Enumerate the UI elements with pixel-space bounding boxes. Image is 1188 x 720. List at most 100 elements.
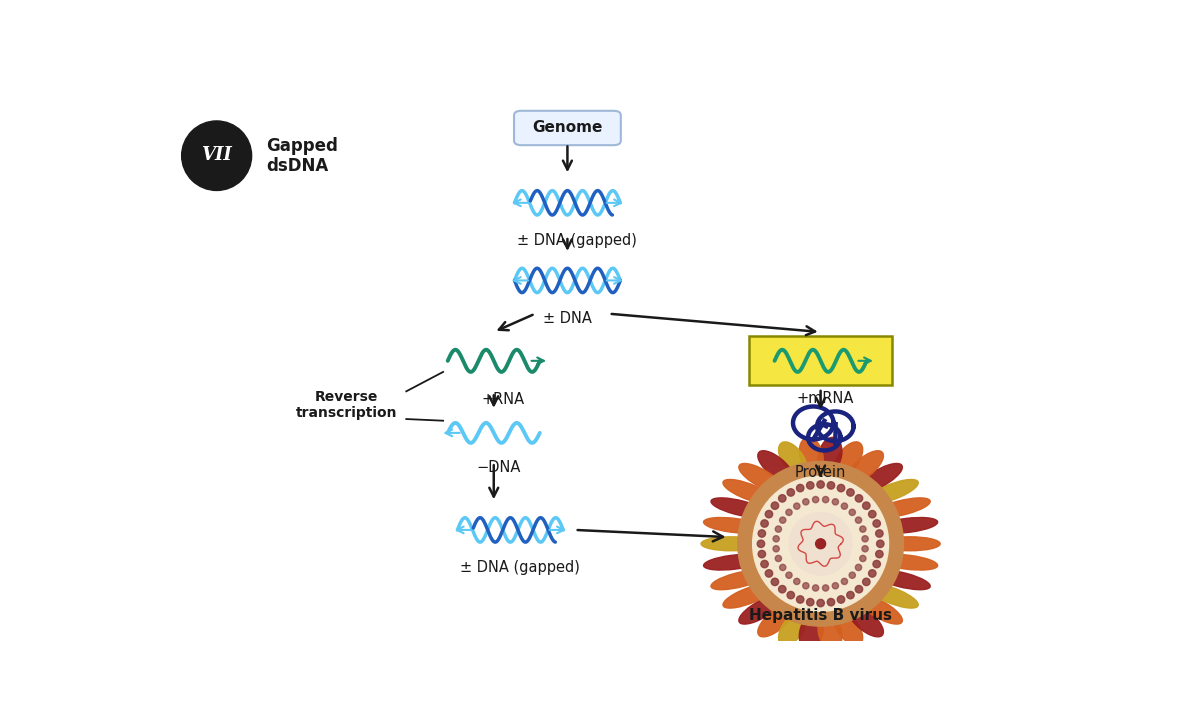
Ellipse shape bbox=[847, 489, 854, 496]
Ellipse shape bbox=[803, 582, 809, 589]
Ellipse shape bbox=[813, 497, 819, 503]
Text: dsDNA: dsDNA bbox=[266, 157, 329, 175]
Ellipse shape bbox=[827, 598, 835, 606]
Text: VII: VII bbox=[201, 145, 232, 163]
Ellipse shape bbox=[703, 554, 763, 570]
Ellipse shape bbox=[817, 481, 824, 488]
Text: +mRNA: +mRNA bbox=[796, 391, 854, 406]
Ellipse shape bbox=[849, 572, 855, 578]
Text: Protein: Protein bbox=[795, 464, 846, 480]
Text: Hepatitis B virus: Hepatitis B virus bbox=[750, 608, 892, 623]
Ellipse shape bbox=[859, 595, 903, 624]
Ellipse shape bbox=[833, 499, 839, 505]
Ellipse shape bbox=[794, 578, 800, 585]
Ellipse shape bbox=[879, 554, 937, 570]
Ellipse shape bbox=[841, 503, 847, 509]
Ellipse shape bbox=[813, 585, 819, 591]
Ellipse shape bbox=[800, 614, 823, 650]
Ellipse shape bbox=[876, 530, 883, 537]
Ellipse shape bbox=[739, 595, 783, 624]
Ellipse shape bbox=[847, 451, 884, 483]
Ellipse shape bbox=[776, 526, 782, 532]
Ellipse shape bbox=[859, 464, 903, 492]
Ellipse shape bbox=[819, 614, 842, 650]
Ellipse shape bbox=[833, 582, 839, 589]
Ellipse shape bbox=[800, 437, 823, 473]
Ellipse shape bbox=[827, 482, 835, 489]
Ellipse shape bbox=[765, 570, 772, 577]
Ellipse shape bbox=[868, 570, 876, 577]
Ellipse shape bbox=[758, 550, 765, 558]
Ellipse shape bbox=[822, 585, 829, 591]
Ellipse shape bbox=[789, 513, 852, 575]
FancyBboxPatch shape bbox=[750, 336, 892, 385]
Ellipse shape bbox=[847, 605, 884, 637]
Ellipse shape bbox=[771, 578, 778, 585]
Ellipse shape bbox=[873, 560, 880, 568]
Ellipse shape bbox=[873, 520, 880, 527]
Ellipse shape bbox=[874, 498, 930, 518]
Ellipse shape bbox=[788, 489, 795, 496]
Ellipse shape bbox=[760, 520, 769, 527]
Ellipse shape bbox=[816, 539, 826, 549]
Ellipse shape bbox=[703, 518, 763, 533]
Ellipse shape bbox=[738, 462, 903, 626]
Ellipse shape bbox=[779, 564, 786, 570]
Ellipse shape bbox=[879, 518, 937, 533]
Ellipse shape bbox=[796, 485, 804, 492]
Text: Gapped: Gapped bbox=[266, 138, 339, 156]
Ellipse shape bbox=[788, 591, 795, 599]
Ellipse shape bbox=[855, 564, 861, 570]
Ellipse shape bbox=[855, 585, 862, 593]
Ellipse shape bbox=[785, 572, 792, 578]
Ellipse shape bbox=[778, 442, 808, 477]
Ellipse shape bbox=[855, 517, 861, 523]
Ellipse shape bbox=[765, 510, 772, 518]
Ellipse shape bbox=[778, 495, 786, 502]
Text: ± DNA (gapped): ± DNA (gapped) bbox=[517, 233, 637, 248]
Ellipse shape bbox=[794, 503, 800, 509]
Ellipse shape bbox=[877, 540, 884, 547]
Ellipse shape bbox=[739, 464, 783, 492]
Ellipse shape bbox=[760, 560, 769, 568]
Text: −DNA: −DNA bbox=[476, 459, 520, 474]
Ellipse shape bbox=[841, 578, 847, 585]
Ellipse shape bbox=[771, 502, 778, 509]
Ellipse shape bbox=[710, 570, 766, 590]
Ellipse shape bbox=[847, 591, 854, 599]
Ellipse shape bbox=[182, 121, 252, 191]
Text: Genome: Genome bbox=[532, 120, 602, 135]
Ellipse shape bbox=[834, 611, 862, 646]
Ellipse shape bbox=[855, 495, 862, 502]
Ellipse shape bbox=[803, 499, 809, 505]
Ellipse shape bbox=[757, 540, 765, 547]
Ellipse shape bbox=[867, 480, 918, 503]
Text: ± DNA: ± DNA bbox=[543, 311, 592, 326]
Ellipse shape bbox=[773, 546, 779, 552]
Ellipse shape bbox=[758, 605, 794, 637]
Ellipse shape bbox=[867, 584, 918, 608]
Ellipse shape bbox=[778, 611, 808, 646]
Ellipse shape bbox=[822, 497, 829, 503]
Ellipse shape bbox=[817, 599, 824, 607]
Ellipse shape bbox=[838, 485, 845, 492]
Text: +RNA: +RNA bbox=[481, 392, 525, 407]
Ellipse shape bbox=[796, 595, 804, 603]
Ellipse shape bbox=[849, 509, 855, 516]
Ellipse shape bbox=[773, 536, 779, 542]
Ellipse shape bbox=[758, 451, 794, 483]
Ellipse shape bbox=[838, 595, 845, 603]
Ellipse shape bbox=[758, 530, 765, 537]
Ellipse shape bbox=[880, 537, 940, 551]
Ellipse shape bbox=[807, 482, 814, 489]
Ellipse shape bbox=[876, 550, 883, 558]
Ellipse shape bbox=[819, 437, 842, 473]
Ellipse shape bbox=[862, 536, 868, 542]
Ellipse shape bbox=[785, 509, 792, 516]
Ellipse shape bbox=[778, 585, 786, 593]
Text: Reverse
transcription: Reverse transcription bbox=[296, 390, 397, 420]
Ellipse shape bbox=[862, 546, 868, 552]
Ellipse shape bbox=[860, 555, 866, 562]
Ellipse shape bbox=[723, 584, 773, 608]
Ellipse shape bbox=[710, 498, 766, 518]
